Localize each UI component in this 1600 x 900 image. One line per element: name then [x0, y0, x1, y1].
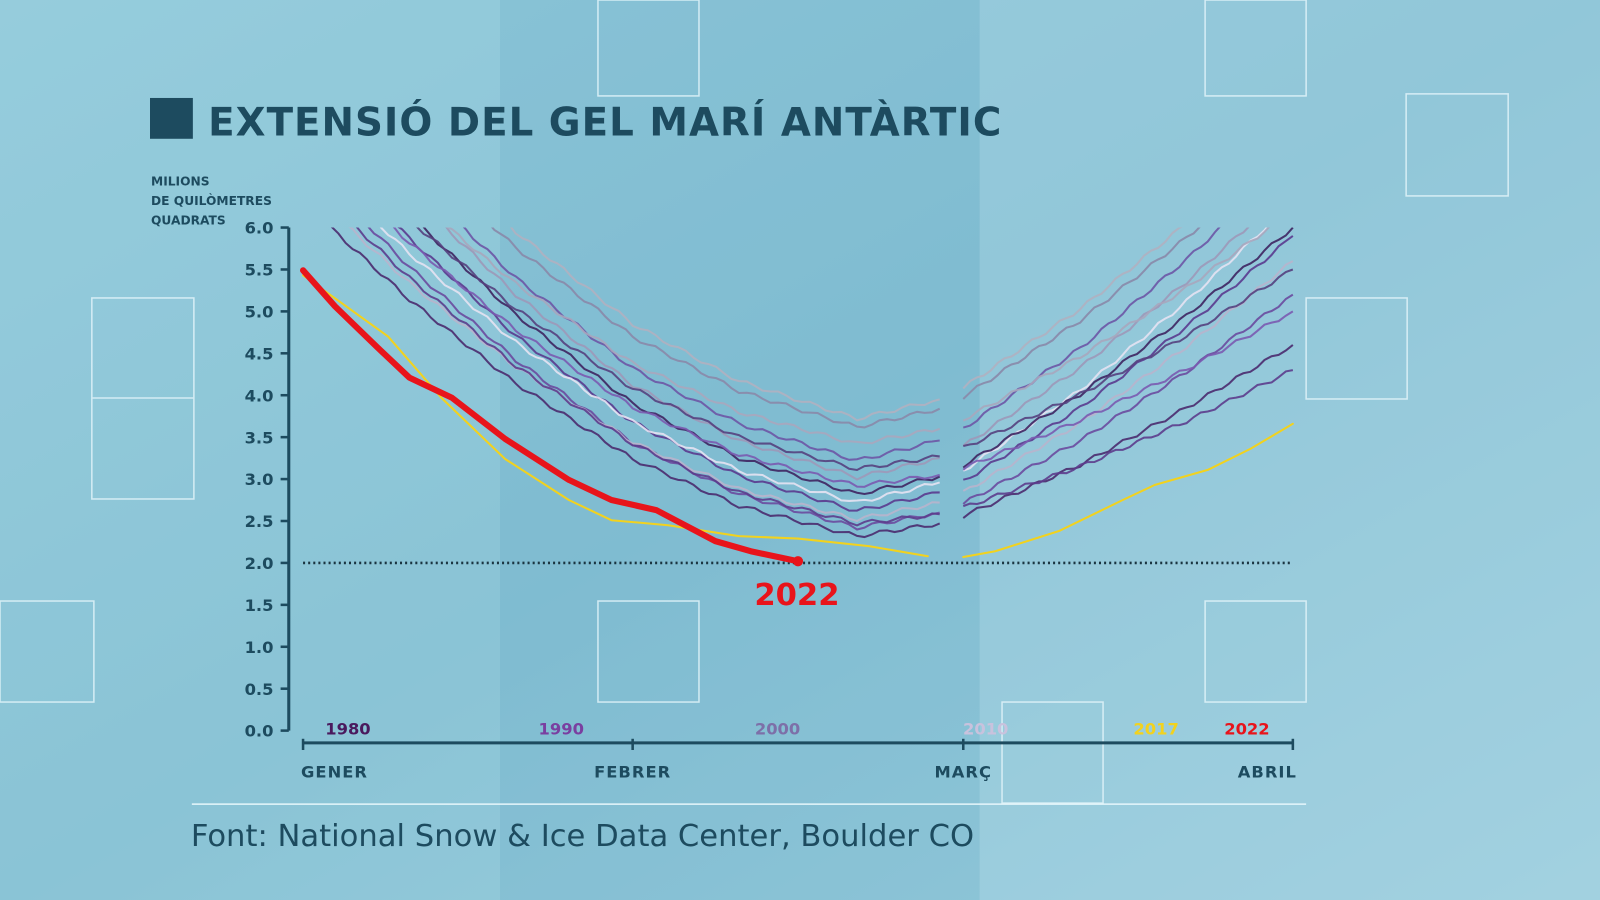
background-series-line [445, 227, 941, 445]
y-tick-label: 4.0 [245, 386, 274, 405]
background-series-line [962, 344, 1294, 519]
background-series-line [330, 227, 941, 539]
background-series-line [510, 227, 940, 422]
series-end-point-2022 [792, 556, 804, 567]
y-tick-label: 2.0 [245, 554, 274, 573]
series-line-2017 [302, 274, 929, 558]
background-series-line [392, 227, 940, 488]
background-series-line [397, 227, 940, 512]
title-square-icon [150, 97, 193, 139]
background-series-line [962, 293, 1294, 505]
chart-title: EXTENSIÓ DEL GEL MARÍ ANTÀRTIC [208, 99, 1002, 146]
background-series-line [355, 227, 940, 527]
y-label-line: MILIONS [151, 175, 210, 189]
background-series-line [379, 227, 940, 502]
y-axis-label: MILIONS DE QUILÒMETRES QUADRATS [151, 175, 272, 228]
x-tick-label: ABRIL [1238, 763, 1297, 782]
legend-item-2022: 2022 [1224, 720, 1269, 739]
x-tick-label: MARÇ [935, 763, 992, 782]
y-label-line: DE QUILÒMETRES [151, 193, 272, 208]
background-series-line [963, 268, 1294, 448]
series-line-2017 [962, 422, 1294, 559]
y-axis: 0.0 0.5 1.0 1.5 2.0 2.5 3.0 3.5 4.0 4.5 5.0 5.5 6.0 [245, 219, 291, 741]
y-tick-label: 1.5 [245, 596, 274, 615]
x-tick-label: GENER [301, 763, 368, 782]
legend-item-1990: 1990 [539, 720, 584, 739]
background-series-line [962, 227, 1270, 422]
annotation-2022: 2022 [754, 578, 839, 613]
legend-item-1980: 1980 [325, 720, 370, 739]
legend-item-2000: 2000 [755, 720, 800, 739]
background-series-line [422, 227, 941, 496]
background-series-line [962, 310, 1294, 471]
background-series-line [348, 227, 940, 523]
legend-item-2017: 2017 [1133, 720, 1178, 739]
series-line-2022 [300, 267, 802, 565]
background-series-line [962, 227, 1201, 400]
legend-item-2010: 2010 [963, 720, 1008, 739]
y-tick-label: 3.5 [245, 428, 274, 447]
y-label-line: QUADRATS [151, 213, 226, 227]
legend: 1980 1990 2000 2010 2017 2022 [325, 720, 1269, 739]
y-tick-label: 5.0 [245, 303, 274, 322]
y-tick-label: 2.5 [245, 512, 274, 531]
y-tick-label: 0.0 [245, 722, 274, 741]
background-series [330, 227, 1294, 539]
background-series-line [491, 227, 941, 429]
y-tick-label: 3.0 [245, 470, 274, 489]
y-tick-label: 6.0 [245, 219, 274, 238]
background-series-line [962, 227, 1183, 390]
background-series-line [963, 235, 1294, 481]
background-series-line [416, 227, 940, 472]
background-series-line [445, 227, 940, 481]
x-tick-label: FEBRER [594, 763, 671, 782]
source-text: Font: National Snow & Ice Data Center, B… [191, 819, 974, 854]
background-series-line [962, 227, 1268, 472]
background-series-line [962, 227, 1250, 447]
background-series-line [962, 227, 1294, 469]
y-tick-label: 4.5 [245, 344, 274, 363]
x-axis: GENER FEBRER MARÇ ABRIL [301, 738, 1297, 782]
highlight-series [300, 267, 1294, 567]
y-tick-label: 5.5 [245, 261, 274, 280]
y-tick-label: 1.0 [245, 638, 274, 657]
y-tick-label: 0.5 [245, 680, 274, 699]
background-series-line [962, 369, 1294, 508]
